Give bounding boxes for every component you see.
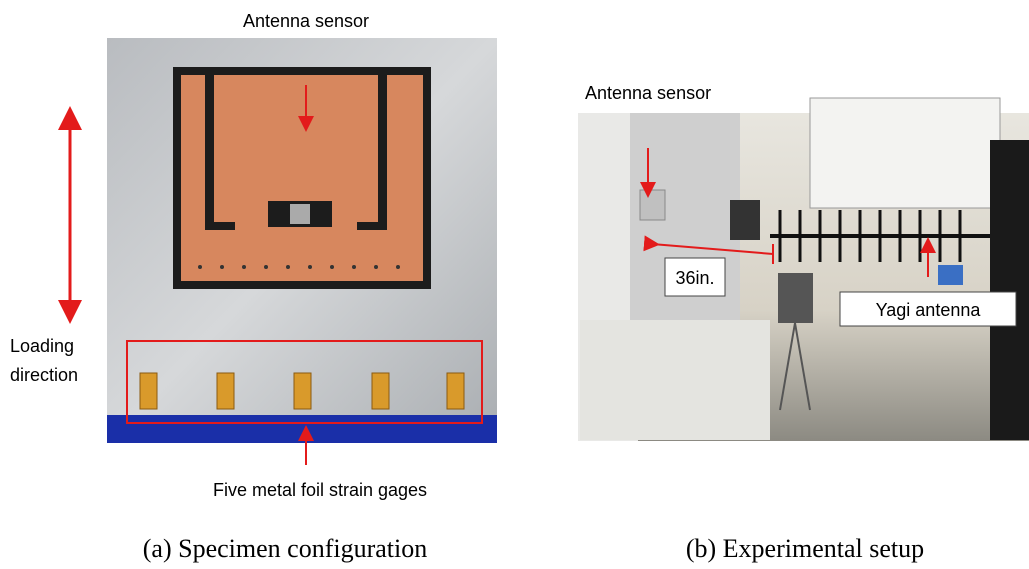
label: Antenna sensor [585,83,711,103]
label: Antenna sensor [243,11,369,31]
label: direction [10,365,78,385]
caption: (a) Specimen configuration [143,534,427,563]
specimen-photo [70,38,497,465]
setup-photo [578,98,1029,441]
label: 36in. [675,268,714,288]
caption: (b) Experimental setup [686,534,924,563]
label: Loading [10,336,74,356]
figure: Antenna sensor Loading direction Five me… [0,0,1029,569]
label: Yagi antenna [876,300,982,320]
label: Five metal foil strain gages [213,480,427,500]
